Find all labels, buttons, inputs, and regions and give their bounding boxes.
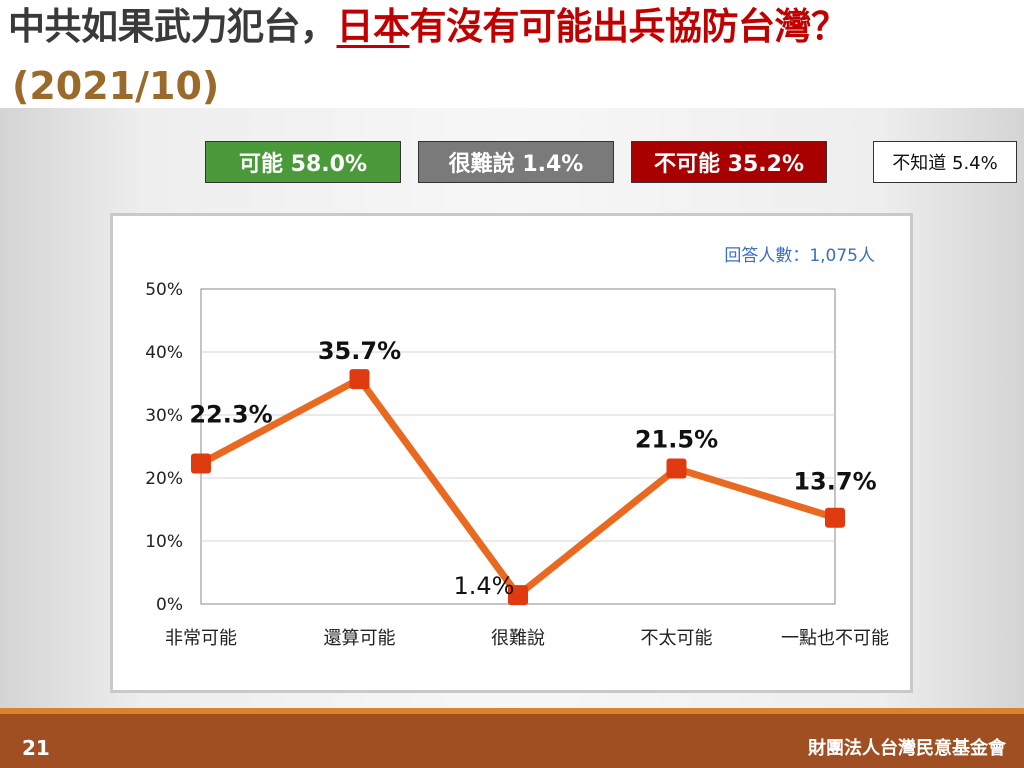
summary-possible: 可能 58.0%	[205, 141, 401, 183]
data-point	[666, 458, 687, 479]
y-tick-label: 30%	[145, 406, 183, 426]
organization-name: 財團法人台灣民意基金會	[808, 738, 1006, 759]
x-tick-label: 很難說	[491, 628, 545, 649]
y-tick-label: 10%	[145, 532, 183, 552]
y-tick-label: 40%	[145, 343, 183, 363]
y-tick-label: 0%	[156, 595, 183, 615]
summary-impossible: 不可能 35.2%	[631, 141, 827, 183]
data-label: 1.4%	[454, 572, 515, 600]
x-tick-label: 非常可能	[165, 628, 237, 649]
respondents-count: 回答人數：1,075人	[724, 246, 875, 266]
plot-area	[200, 288, 836, 605]
page-subtitle-date: (2021/10)	[12, 64, 220, 108]
title-highlight-japan: 日本	[336, 5, 411, 48]
data-label: 13.7%	[793, 468, 876, 496]
summary-hard-to-say: 很難說 1.4%	[418, 141, 614, 183]
title-part1: 中共如果武力犯台，	[8, 5, 337, 48]
footer-bar: 21 財團法人台灣民意基金會	[0, 708, 1024, 768]
series-line	[199, 375, 837, 599]
page-number: 21	[22, 736, 50, 760]
data-point	[349, 369, 370, 390]
x-tick-label: 一點也不可能	[781, 628, 889, 649]
data-label: 22.3%	[189, 401, 272, 429]
data-point	[191, 453, 211, 474]
title-part2: 有沒有可能出兵協防台灣？	[409, 5, 849, 48]
summary-unknown: 不知道 5.4%	[873, 141, 1017, 183]
data-point	[508, 585, 528, 606]
chart-frame: 0% 10% 20% 30% 40% 50% 非常可能 還算可能 很難說 不太可能 一點也不可能 22…	[110, 213, 913, 693]
line-chart: 0% 10% 20% 30% 40% 50% 非常可能 還算可能 很難說 不太可能 一點也不可能 22…	[145, 246, 889, 649]
data-label: 21.5%	[635, 426, 718, 454]
data-label: 35.7%	[318, 337, 401, 365]
data-point	[825, 507, 845, 528]
x-tick-label: 還算可能	[324, 628, 396, 649]
y-tick-label: 50%	[145, 280, 183, 300]
x-tick-label: 不太可能	[641, 628, 713, 649]
page-title: 中共如果武力犯台，日本有沒有可能出兵協防台灣？	[8, 4, 1018, 50]
y-tick-label: 20%	[145, 469, 183, 489]
